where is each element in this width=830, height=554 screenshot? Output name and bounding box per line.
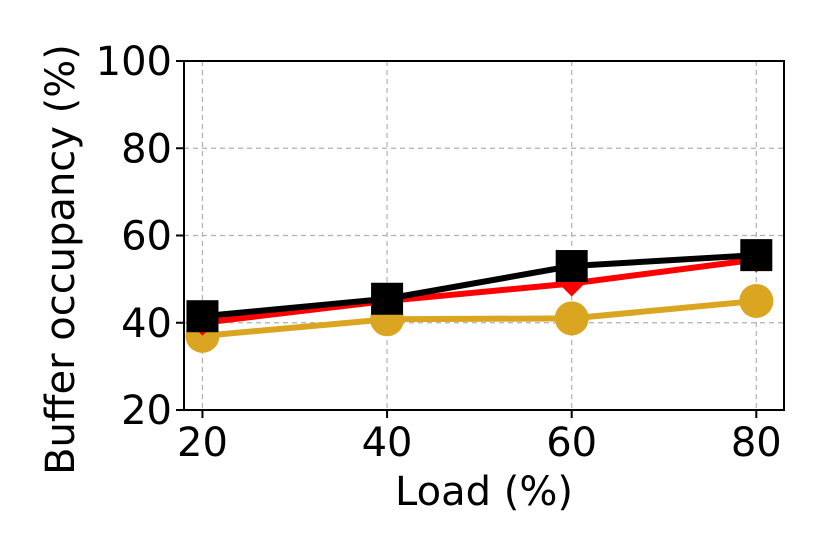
- data-point: [186, 300, 219, 333]
- data-point: [554, 301, 589, 336]
- data-point: [555, 250, 588, 283]
- data-point: [371, 282, 404, 315]
- x-tick-label: 20: [177, 420, 228, 466]
- y-tick-label: 40: [121, 301, 172, 347]
- data-point: [740, 239, 773, 272]
- y-tick-label: 80: [121, 126, 172, 172]
- y-tick-label: 60: [121, 214, 172, 260]
- x-tick-label: 40: [362, 420, 413, 466]
- data-point: [739, 283, 774, 318]
- x-tick-label: 80: [731, 420, 782, 466]
- y-axis-label: Buffer occupancy (%): [38, 44, 84, 475]
- y-tick-label: 20: [121, 388, 172, 434]
- y-tick-label: 100: [96, 39, 172, 85]
- series-square: [186, 239, 773, 333]
- series-line: [202, 297, 757, 339]
- series-line: [202, 252, 757, 320]
- series-layer: [185, 239, 774, 353]
- x-tick-label: 60: [546, 420, 597, 466]
- ticks: 20 40 60 80 20 40 60 80 100: [96, 39, 782, 466]
- x-axis-label: Load (%): [395, 469, 573, 515]
- grid: [184, 60, 784, 411]
- series-line: [202, 256, 757, 326]
